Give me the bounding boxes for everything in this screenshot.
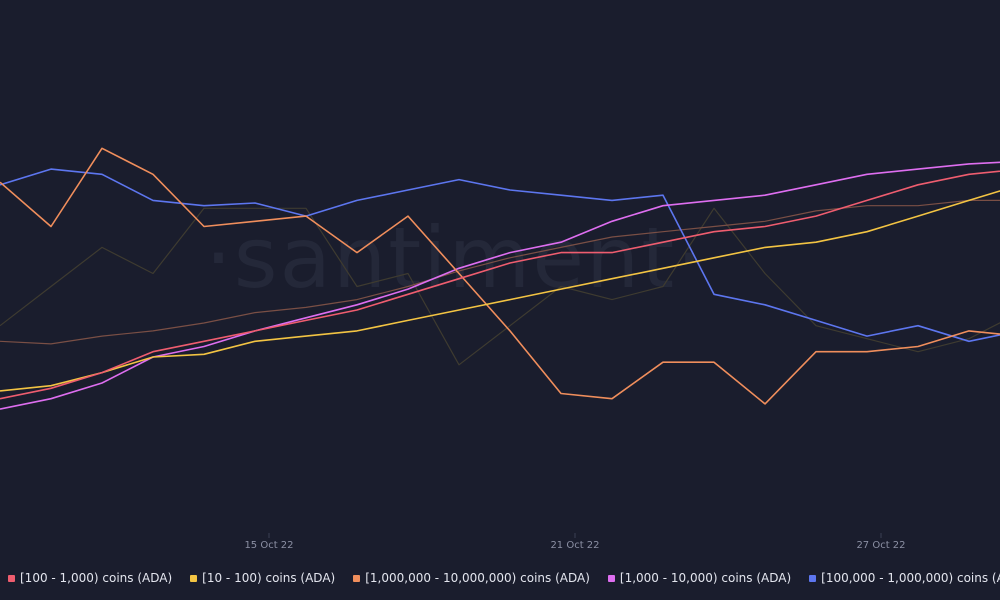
legend-swatch-2: [353, 574, 361, 582]
legend-swatch-4: [809, 574, 817, 582]
series-line-3[interactable]: [0, 161, 1000, 410]
line-chart-svg: ·santiment· 15 Oct 22 21 Oct 22 27 Oct 22: [0, 147, 1000, 551]
legend-label-0: [100 - 1,000) coins (ADA): [20, 571, 173, 585]
series-layer: [0, 147, 1000, 410]
legend-item-1[interactable]: [10 - 100) coins (ADA): [190, 571, 335, 585]
series-line-4[interactable]: [0, 168, 1000, 343]
legend-swatch-3: [607, 574, 615, 582]
series-line-1[interactable]: [0, 185, 1000, 392]
legend-item-4[interactable]: [100,000 - 1,000,000) coins (ADA): [809, 571, 1000, 585]
chart-legend: [100 - 1,000) coins (ADA) [10 - 100) coin…: [0, 566, 1000, 590]
x-axis-ticks: 15 Oct 22 21 Oct 22 27 Oct 22: [244, 533, 906, 551]
x-tick-label-2: 27 Oct 22: [856, 540, 905, 551]
legend-label-4: [100,000 - 1,000,000) coins (ADA): [821, 571, 1000, 585]
legend-item-3[interactable]: [1,000 - 10,000) coins (ADA): [607, 571, 792, 585]
legend-item-0[interactable]: [100 - 1,000) coins (ADA): [8, 571, 172, 585]
legend-label-2: [1,000,000 - 10,000,000) coins (ADA): [365, 571, 590, 585]
series-line-2[interactable]: [0, 147, 1000, 405]
legend-label-3: [1,000 - 10,000) coins (ADA): [619, 571, 792, 585]
legend-swatch-1: [190, 574, 198, 582]
x-tick-label-1: 21 Oct 22: [550, 540, 599, 551]
legend-item-2[interactable]: [1,000,000 - 10,000,000) coins (ADA): [353, 571, 590, 585]
watermark-text: ·santiment·: [205, 209, 705, 307]
x-tick-label-0: 15 Oct 22: [244, 540, 293, 551]
series-line-6[interactable]: [0, 207, 1000, 366]
series-line-0[interactable]: [0, 169, 1000, 400]
series-line-5[interactable]: [0, 199, 1000, 345]
legend-swatch-0: [8, 574, 15, 582]
legend-label-1: [10 - 100) coins (ADA): [202, 571, 336, 585]
